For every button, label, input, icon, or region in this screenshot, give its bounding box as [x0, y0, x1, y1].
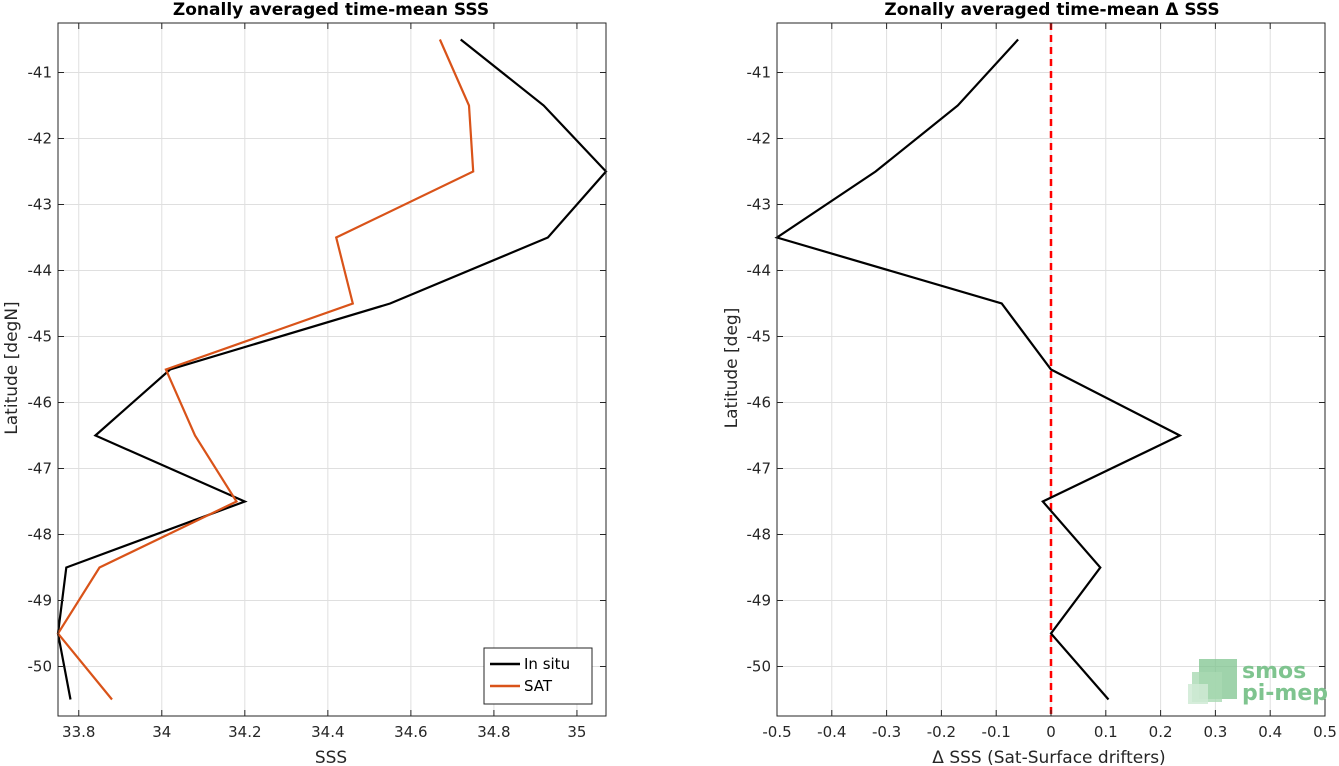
- logo-text-line1: smos: [1242, 659, 1306, 684]
- smos-pimep-logo: smos pi-mep: [1188, 659, 1328, 706]
- x-tick-label: 33.8: [62, 723, 95, 741]
- right-chart-xlabel: Δ SSS (Sat-Surface drifters): [932, 748, 1165, 766]
- left-grid: [58, 23, 606, 716]
- x-tick-label: 0.2: [1149, 723, 1173, 741]
- y-tick-label: -45: [747, 328, 772, 346]
- y-tick-label: -42: [28, 130, 53, 148]
- left-series-line-in-situ: [56, 38, 608, 700]
- left-chart-title: Zonally averaged time-mean SSS: [173, 0, 489, 20]
- x-tick-label: 34.4: [311, 723, 344, 741]
- left-chart-xlabel: SSS: [315, 748, 347, 766]
- right-chart-ylabel: Latitude [deg]: [722, 308, 742, 429]
- logo-waves-icon: [1188, 659, 1237, 704]
- y-tick-label: -43: [747, 196, 772, 214]
- x-tick-label: -0.3: [872, 723, 901, 741]
- y-tick-label: -44: [28, 262, 53, 280]
- y-tick-label: -46: [747, 394, 772, 412]
- y-tick-label: -45: [28, 328, 53, 346]
- x-tick-label: 35: [567, 723, 586, 741]
- y-tick-label: -46: [28, 394, 53, 412]
- x-tick-label: 34.6: [394, 723, 427, 741]
- left-series-line-sat: [56, 39, 475, 701]
- x-tick-label: 34.2: [228, 723, 261, 741]
- y-tick-label: -48: [28, 526, 53, 544]
- left-axes-box: [57, 22, 607, 717]
- y-tick-label: -41: [28, 64, 53, 82]
- y-tick-label: -47: [28, 460, 53, 478]
- y-tick-label: -50: [747, 658, 772, 676]
- y-tick-label: -43: [28, 196, 53, 214]
- right-chart: Zonally averaged time-mean Δ SSS Δ SSS (…: [722, 0, 1337, 766]
- x-tick-label: -0.2: [927, 723, 956, 741]
- x-tick-label: 0: [1046, 723, 1056, 741]
- x-tick-label: 0.4: [1258, 723, 1282, 741]
- x-tick-label: 34: [152, 723, 171, 741]
- legend-label: SAT: [524, 677, 553, 695]
- left-chart: Zonally averaged time-mean SSS SSS Latit…: [2, 0, 608, 766]
- x-tick-label: -0.5: [762, 723, 791, 741]
- left-legend: In situ SAT: [483, 647, 593, 705]
- logo-text-line2: pi-mep: [1242, 681, 1328, 706]
- y-tick-label: -44: [747, 262, 772, 280]
- x-tick-label: 34.8: [477, 723, 510, 741]
- y-tick-label: -49: [747, 592, 772, 610]
- legend-box: [483, 647, 593, 705]
- y-tick-label: -50: [28, 658, 53, 676]
- y-tick-label: -48: [747, 526, 772, 544]
- y-tick-label: -42: [747, 130, 772, 148]
- x-tick-label: 0.1: [1094, 723, 1118, 741]
- right-chart-title: Zonally averaged time-mean Δ SSS: [884, 0, 1219, 20]
- x-tick-label: 0.3: [1203, 723, 1227, 741]
- right-series-line-0: [774, 38, 1183, 701]
- y-tick-label: -47: [747, 460, 772, 478]
- y-tick-label: -41: [747, 64, 772, 82]
- x-tick-label: 0.5: [1313, 723, 1337, 741]
- x-tick-label: -0.1: [982, 723, 1011, 741]
- left-chart-ylabel: Latitude [degN]: [2, 301, 22, 434]
- y-tick-label: -49: [28, 592, 53, 610]
- legend-label: In situ: [524, 655, 570, 673]
- x-tick-label: -0.4: [817, 723, 846, 741]
